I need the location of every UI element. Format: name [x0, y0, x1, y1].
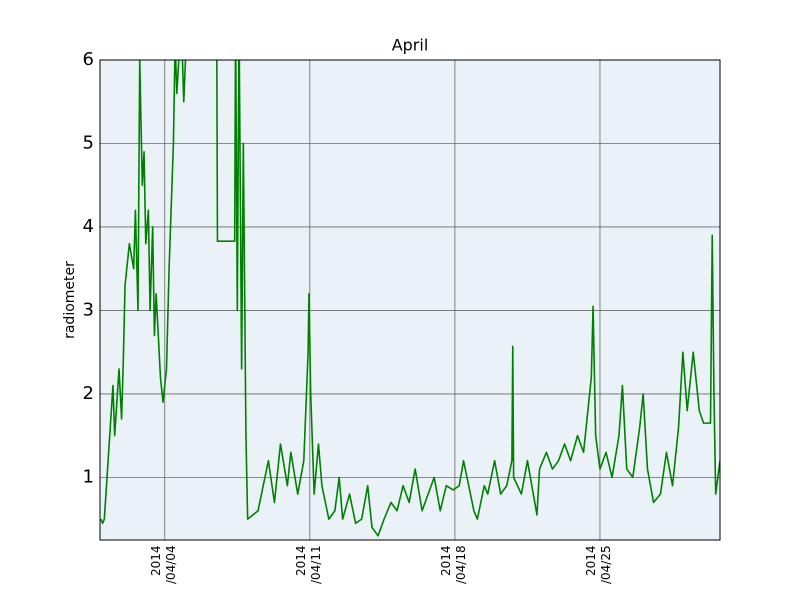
plot-frame [99, 59, 721, 541]
y-tick-label: 1 [83, 466, 94, 487]
y-tick-label: 5 [83, 132, 94, 153]
y-tick-label: 3 [83, 299, 94, 320]
x-tick-label: 2014 /04/11 [293, 545, 323, 584]
data-line [100, 60, 720, 537]
x-tick-label: 2014 /04/25 [583, 545, 613, 584]
x-tick-label: 2014 /04/18 [438, 545, 468, 584]
plot-area [100, 60, 720, 540]
y-tick-label: 2 [83, 383, 94, 404]
chart-title: April [392, 36, 429, 55]
y-tick-label: 6 [83, 49, 94, 70]
x-tick-label: 2014 /04/04 [148, 545, 178, 584]
y-axis-label: radiometer [62, 261, 78, 339]
y-tick-label: 4 [83, 216, 94, 237]
